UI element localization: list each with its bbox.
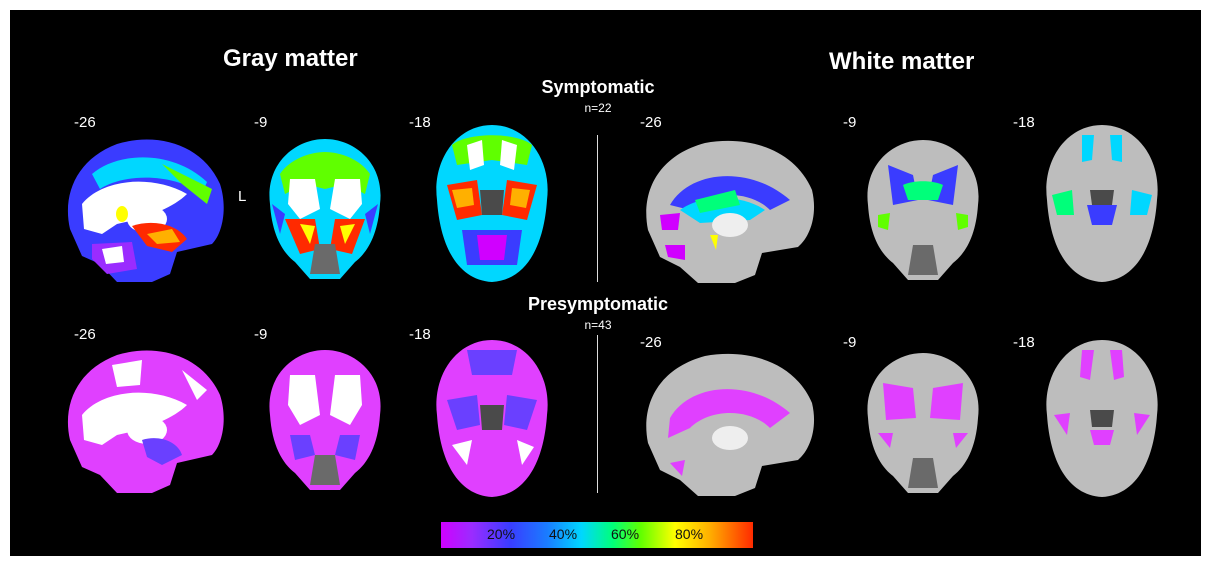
scale-tick-20: 20% <box>487 526 516 542</box>
presymptomatic-label: Presymptomatic <box>527 294 669 314</box>
coord-wm-cor-bottom: -9 <box>843 334 857 351</box>
coord-gm-sag-top: -26 <box>74 114 96 131</box>
coord-gm-ax-bottom: -18 <box>409 326 431 343</box>
coord-gm-cor-bottom: -9 <box>254 326 268 343</box>
wm-symptomatic-sagittal <box>646 140 815 283</box>
coord-wm-ax-bottom: -18 <box>1013 334 1035 351</box>
symptomatic-label: Symptomatic <box>541 77 655 97</box>
wm-presymptomatic-coronal <box>867 353 979 493</box>
color-scale-bar: 20% 40% 60% 80% <box>441 522 753 548</box>
wm-symptomatic-coronal <box>867 140 979 280</box>
coord-gm-ax-top: -18 <box>409 114 431 131</box>
coord-wm-cor-top: -9 <box>843 114 857 131</box>
gm-symptomatic-axial <box>436 125 548 282</box>
scale-tick-60: 60% <box>611 526 640 542</box>
gm-presymptomatic-coronal <box>269 350 381 490</box>
wm-presymptomatic-axial <box>1046 340 1158 497</box>
symptomatic-n: n=22 <box>584 101 612 115</box>
scale-tick-80: 80% <box>675 526 704 542</box>
coord-wm-ax-top: -18 <box>1013 114 1035 131</box>
coord-gm-sag-bottom: -26 <box>74 326 96 343</box>
coord-wm-sag-bottom: -26 <box>640 334 662 351</box>
top-divider <box>597 135 598 282</box>
wm-presymptomatic-sagittal <box>646 353 815 496</box>
left-orientation-marker: L <box>238 188 247 205</box>
gm-symptomatic-sagittal <box>67 139 224 282</box>
white-matter-heading: White matter <box>829 48 975 75</box>
figure-panel: Gray matter White matter Symptomatic n=2… <box>10 10 1201 556</box>
coord-gm-cor-top: -9 <box>254 114 268 131</box>
coord-wm-sag-top: -26 <box>640 114 662 131</box>
gm-symptomatic-coronal <box>269 139 381 279</box>
scale-tick-40: 40% <box>549 526 578 542</box>
gray-matter-heading: Gray matter <box>223 45 358 72</box>
presymptomatic-n: n=43 <box>584 318 612 332</box>
wm-symptomatic-axial <box>1046 125 1158 282</box>
gm-presymptomatic-axial <box>436 340 548 497</box>
bottom-divider <box>597 335 598 493</box>
gm-presymptomatic-sagittal <box>67 350 224 493</box>
